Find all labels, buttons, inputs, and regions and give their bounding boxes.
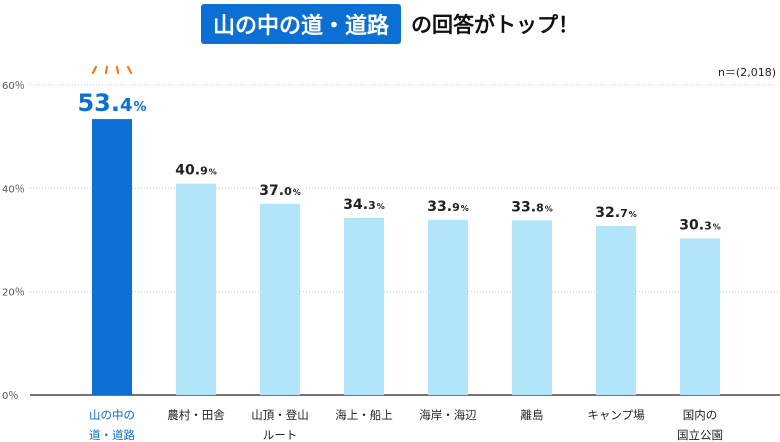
category-label: 国内の <box>683 408 718 422</box>
emphasis-burst-icon <box>126 65 133 75</box>
sample-size-note: n＝(2,018) <box>718 66 776 79</box>
bar <box>512 220 552 395</box>
bar <box>260 203 300 395</box>
data-label: 32.7% <box>595 205 636 221</box>
emphasis-burst-icon <box>91 65 98 75</box>
data-label: 37.0% <box>259 183 300 199</box>
y-tick-label: 20％ <box>2 288 25 299</box>
bar <box>344 217 384 395</box>
bar <box>428 219 468 395</box>
data-label: 34.3% <box>343 197 384 213</box>
bar <box>176 183 216 395</box>
data-label: 33.8% <box>511 199 552 215</box>
emphasis-burst-icon <box>104 65 109 75</box>
bar <box>680 238 720 395</box>
bar <box>92 119 132 395</box>
y-tick-label: 0％ <box>2 391 18 402</box>
data-label: 33.9% <box>427 199 468 215</box>
category-label: 海上・船上 <box>335 408 393 422</box>
category-label: 海岸・海辺 <box>419 408 477 422</box>
y-tick-label: 60％ <box>2 81 25 92</box>
category-label: ルート <box>263 428 298 442</box>
category-label: 山頂・登山 <box>251 408 309 422</box>
category-label: 山の中の <box>89 408 135 422</box>
category-label: 国立公園 <box>677 428 723 442</box>
emphasis-burst-icon <box>115 65 120 75</box>
data-label: 30.3% <box>679 217 720 233</box>
title-rest: の回答がトップ！ <box>411 13 579 37</box>
title-highlight: 山の中の道・道路 <box>200 4 401 44</box>
chart-title: 山の中の道・道路 の回答がトップ！ <box>0 4 780 44</box>
category-label: 離島 <box>521 408 544 422</box>
bar <box>596 226 636 395</box>
category-label: キャンプ場 <box>587 408 645 422</box>
category-label: 農村・田舎 <box>167 408 225 422</box>
data-label: 40.9% <box>175 163 216 179</box>
category-label: 道・道路 <box>89 428 135 442</box>
y-tick-label: 40％ <box>2 184 25 195</box>
data-label: 53.4% <box>77 89 146 117</box>
